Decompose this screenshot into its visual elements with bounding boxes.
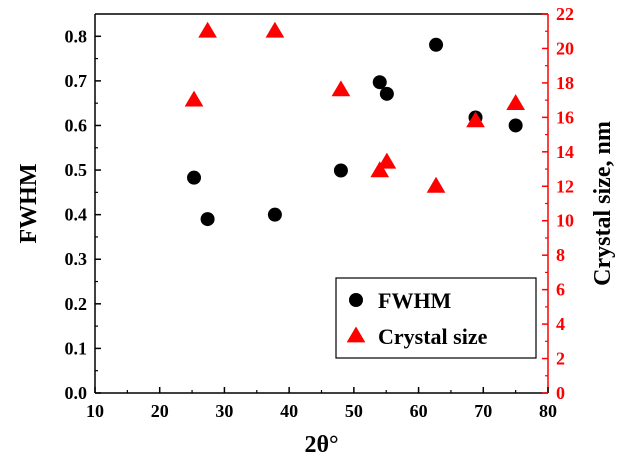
left-y-axis-ticks: 0.0 0.1 0.2 0.3 0.4 0.5 0.6 0.7 0.8 <box>65 26 101 403</box>
crystal-size-point <box>331 80 351 97</box>
crystal-size-point <box>426 176 446 193</box>
left-y-tick-label: 0.0 <box>65 383 88 403</box>
right-y-tick-label: 20 <box>556 38 574 58</box>
legend: FWHM Crystal size <box>335 277 537 359</box>
left-y-tick-label: 0.2 <box>65 294 88 314</box>
right-y-axis-ticks: 0 2 4 6 8 10 12 14 16 18 20 22 <box>542 4 574 403</box>
x-tick-label: 10 <box>86 401 104 421</box>
x-tick-label: 80 <box>539 401 557 421</box>
crystal-size-point <box>370 161 390 178</box>
x-tick-label: 40 <box>280 401 298 421</box>
right-y-tick-label: 12 <box>556 176 574 196</box>
fwhm-point <box>187 170 202 185</box>
right-y-tick-label: 4 <box>556 314 565 334</box>
x-tick-label: 30 <box>215 401 233 421</box>
right-y-tick-label: 16 <box>556 107 574 127</box>
crystal-size-point <box>198 21 217 38</box>
legend-entry-label: Crystal size <box>378 324 488 349</box>
x-axis-ticks: 10 20 30 40 50 60 70 80 <box>86 387 557 421</box>
x-tick-label: 70 <box>474 401 492 421</box>
right-y-tick-label: 18 <box>556 73 574 93</box>
left-y-tick-label: 0.8 <box>65 26 88 46</box>
left-y-tick-label: 0.4 <box>65 205 88 225</box>
left-y-tick-label: 0.3 <box>65 249 88 269</box>
right-y-tick-label: 2 <box>556 349 565 369</box>
left-y-tick-label: 0.7 <box>65 71 88 91</box>
left-y-tick-label: 0.1 <box>65 338 88 358</box>
left-y-tick-label: 0.6 <box>65 115 88 135</box>
legend-fwhm-marker <box>349 293 363 307</box>
fwhm-point <box>267 207 282 222</box>
right-y-tick-label: 14 <box>556 142 574 162</box>
right-y-tick-label: 8 <box>556 245 565 265</box>
fwhm-point <box>379 86 394 101</box>
fwhm-point <box>372 75 387 90</box>
fwhm-point <box>200 212 215 227</box>
data-points <box>184 21 525 227</box>
x-axis-title: 2θ° <box>304 432 338 458</box>
right-y-tick-label: 22 <box>556 4 574 24</box>
crystal-size-point <box>184 90 204 107</box>
crystal-size-point <box>506 94 525 111</box>
crystal-size-point <box>377 152 397 169</box>
right-y-tick-label: 10 <box>556 211 574 231</box>
legend-entry-label: FWHM <box>378 288 452 313</box>
x-tick-label: 20 <box>151 401 169 421</box>
legend-box <box>335 277 537 359</box>
left-y-tick-label: 0.5 <box>65 160 88 180</box>
fwhm-point <box>508 118 523 133</box>
right-y-tick-label: 0 <box>556 383 565 403</box>
x-tick-label: 50 <box>345 401 363 421</box>
fwhm-point <box>429 37 444 52</box>
x-tick-label: 60 <box>410 401 428 421</box>
legend-crystal-size-marker <box>346 326 366 343</box>
fwhm-point <box>333 163 348 178</box>
right-y-axis-title: Crystal size, nm <box>590 121 616 286</box>
crystal-size-point <box>466 111 485 128</box>
left-y-axis-title: FWHM <box>16 164 42 244</box>
right-y-tick-label: 6 <box>556 280 565 300</box>
crystal-size-point <box>265 21 285 38</box>
